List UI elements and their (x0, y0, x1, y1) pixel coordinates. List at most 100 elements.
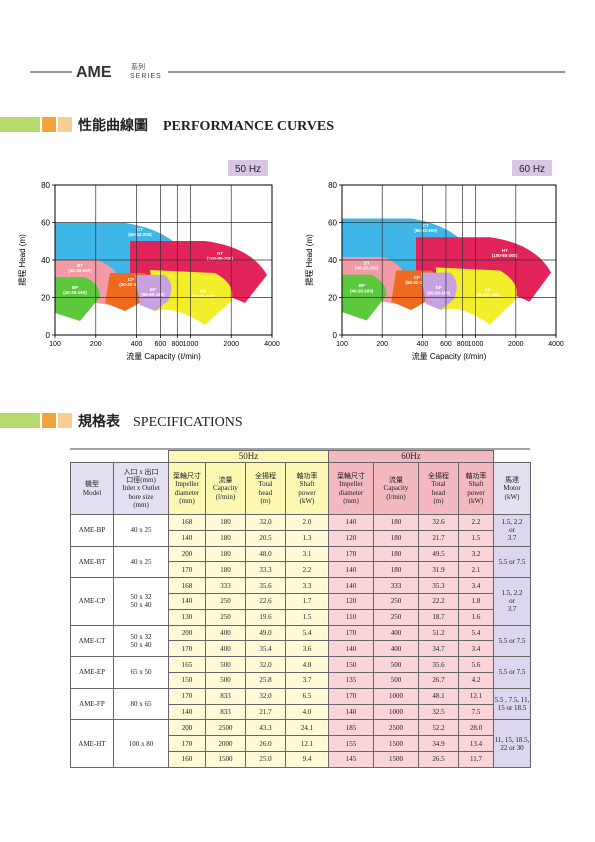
cell-line: (mm) (133, 500, 149, 509)
hz-header: 60Hz (328, 450, 494, 463)
column-header: 機型 Model (70, 462, 114, 515)
cell: 130 (168, 608, 206, 626)
cell: 3.7 (285, 671, 329, 689)
x-tick-label: 200 (90, 341, 102, 348)
cell-line: 全揚程 (255, 472, 276, 481)
model: AME-BP (70, 514, 114, 547)
region-label: FP (80-65-160) (476, 287, 500, 297)
cell: 25.0 (245, 750, 286, 768)
data-row: AME-CT 50 x 32 50 x 40 200 400 49.0 5.4 170 400 5… (70, 624, 531, 658)
data-row: AME-BT 40 x 25 200 180 48.0 3.1 170 180 49.5 3.2 5… (70, 545, 531, 579)
cell-line: head (431, 488, 446, 497)
cell-line: 葉輪尺寸 (173, 472, 201, 481)
cell-line: 22 or 30 (500, 743, 524, 752)
region-label: BT (40-25-200) (68, 263, 92, 273)
cell: 500 (373, 656, 419, 673)
x-tick-label: 400 (417, 341, 429, 348)
cell: 32.5 (418, 703, 459, 721)
region-label: CP (50-32-160) (405, 275, 429, 285)
x-tick-label: 100 (336, 341, 348, 348)
section-title-cn: 規格表 (78, 413, 121, 429)
bore: 50 x 32 50 x 40 (113, 577, 169, 626)
cell: 32.0 (245, 687, 286, 705)
cell: 52.2 (418, 719, 459, 737)
cell: 22.2 (418, 592, 459, 610)
cell: 43.3 (245, 719, 286, 737)
cell: 2.0 (285, 514, 329, 531)
cell: 180 (205, 514, 246, 531)
region-code: (50-32-200) (414, 228, 438, 233)
cell: 120 (328, 592, 374, 610)
cell-line: 40 x 25 (130, 526, 152, 535)
column-header: 全揚程 Total head (m) (245, 462, 286, 515)
model: AME-BT (70, 545, 114, 579)
cell: 12.1 (285, 735, 329, 752)
cell-line: bore size (128, 492, 154, 501)
cell: 1.6 (458, 608, 494, 626)
cell-line: Capacity (213, 484, 238, 493)
region-label: EP (65-50-160) (427, 285, 451, 295)
plot-frame (54, 184, 273, 336)
model: AME-EP (70, 656, 114, 689)
x-tick-label: 4000 (264, 341, 280, 348)
cell: 140 (328, 577, 374, 594)
cell: 180 (205, 545, 246, 563)
cell: 3.2 (458, 545, 494, 563)
cell-line: (kW) (504, 492, 520, 501)
region (135, 275, 172, 311)
cell-line: 1.5, 2.2 (501, 518, 523, 527)
cell: 110 (328, 608, 374, 626)
cell: 200 (168, 719, 206, 737)
cell: 26.0 (245, 735, 286, 752)
cell: 170 (168, 561, 206, 579)
bore: 65 x 50 (113, 656, 169, 689)
cell: 200 (168, 624, 206, 642)
cell: 168 (168, 577, 206, 594)
y-axis-label: 揚程 Head (m) (304, 234, 314, 286)
cell: 1.5 (285, 608, 329, 626)
cell: 1.7 (285, 592, 329, 610)
cell: 33.3 (245, 561, 286, 579)
cell: 170 (168, 687, 206, 705)
cell-line: Total (258, 480, 273, 489)
cell: 5.4 (285, 624, 329, 642)
section-title-cn: 性能曲線圖 (78, 117, 148, 133)
cell: 13.4 (458, 735, 494, 752)
regions: CT (50-32-200) BT (40-25-200) HT (100-80-200)… (342, 218, 552, 325)
cell: 155 (328, 735, 374, 752)
deco-block (42, 413, 56, 428)
y-tick-label: 60 (41, 219, 50, 228)
region-code: (40-25-200) (355, 265, 379, 270)
cell-line: Inlet x Outlet (122, 484, 160, 493)
cell: 185 (328, 719, 374, 737)
cell: 400 (373, 624, 419, 642)
region-label: HT (100-80-200) (492, 248, 518, 258)
y-tick-label: 40 (41, 256, 50, 265)
cell: 35.3 (418, 577, 459, 594)
x-tick-label: 2000 (223, 341, 239, 348)
column-header: 馬達 Motor (kW) (493, 462, 531, 515)
cell: 5.6 (458, 656, 494, 673)
cell-line: 流量 (389, 476, 403, 485)
hz-header: 50Hz (168, 450, 329, 463)
cell-line: (l/min) (215, 492, 236, 501)
region-label: CT (50-32-200) (414, 223, 438, 233)
x-tick-label: 100 (49, 341, 61, 348)
region-name: HT (502, 248, 508, 253)
motor: 5.5 , 7.5, 11, 15 or 18.5 (493, 687, 531, 721)
cell: 19.6 (245, 608, 286, 626)
cell-line: 11, 15, 18.5, (494, 735, 530, 744)
region-name: CT (137, 227, 143, 232)
data-row: AME-EP 65 x 50 165 500 32.0 4.8 150 500 35.6 5.6 5… (70, 656, 531, 689)
cell: 1.3 (285, 529, 329, 547)
cell: 48.0 (245, 545, 286, 563)
cell: 18.7 (418, 608, 459, 626)
cell-line: Capacity (383, 484, 409, 493)
section-title-en: SPECIFICATIONS (133, 415, 243, 430)
cell: 35.6 (418, 656, 459, 673)
cell: 2.1 (458, 561, 494, 579)
cell: 170 (168, 735, 206, 752)
region-name: HT (217, 251, 223, 256)
cell: 150 (328, 656, 374, 673)
cell: 140 (328, 514, 374, 531)
